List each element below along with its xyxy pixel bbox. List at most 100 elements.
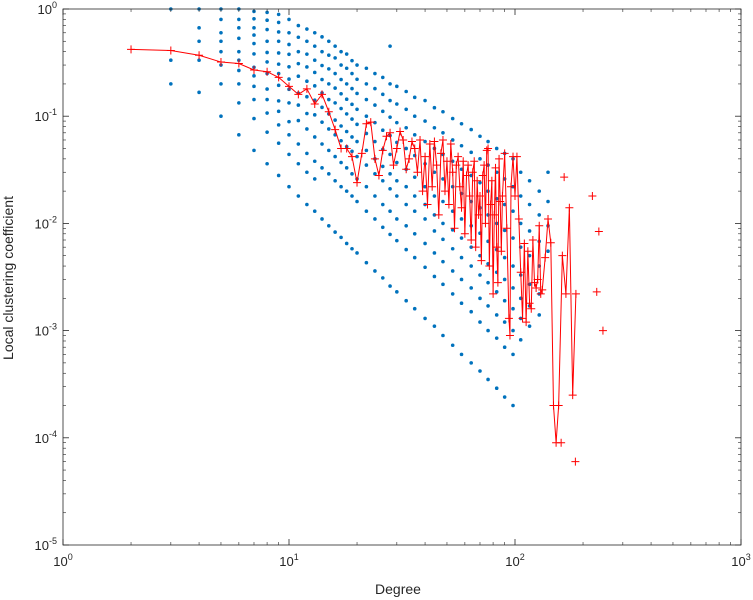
data-point [469,127,474,132]
plus-marker [491,163,500,172]
data-point [502,320,507,324]
data-point [432,274,437,279]
plus-marker [470,157,479,166]
plus-marker [195,51,204,60]
data-point [305,202,309,207]
data-point [469,173,474,178]
data-point [169,58,173,62]
data-point [339,235,343,240]
data-point [333,71,337,76]
plot-area [63,9,741,545]
data-point [252,33,256,37]
data-point [469,286,474,290]
plus-marker [522,318,531,327]
data-point [518,170,523,175]
plus-marker [459,157,468,166]
plus-marker [505,331,514,340]
data-point [350,135,354,139]
data-point [478,369,482,373]
plus-marker [533,275,542,284]
plus-marker [234,59,243,68]
data-point [511,328,515,333]
plus-marker [514,214,523,223]
series-plus [557,173,607,466]
data-point [459,121,464,126]
data-point [450,228,455,232]
data-point [252,52,256,56]
data-point [320,166,324,170]
data-point [333,56,337,60]
data-point [373,269,377,273]
plus-marker [446,140,455,149]
data-point [344,52,349,56]
data-point [265,130,269,134]
data-point [527,229,532,233]
plus-marker [493,278,502,287]
plus-marker [434,210,443,219]
data-point [276,30,281,34]
data-point [527,202,532,207]
data-point [305,27,309,31]
data-point [364,209,369,213]
data-point [373,139,377,144]
data-point [327,172,331,176]
plus-marker [500,149,509,158]
plus-marker [127,45,136,54]
data-point [287,77,291,81]
y-tick-label: 10-5 [35,536,57,553]
data-point [537,313,542,317]
data-point [265,87,269,91]
plus-marker [511,192,519,201]
data-point [276,123,281,127]
data-point [305,94,309,99]
plus-marker [486,200,495,209]
data-point [432,105,437,110]
data-point [388,284,392,288]
x-tick-label: 100 [53,552,72,569]
plus-marker [497,247,506,256]
data-point [450,292,455,296]
plus-marker [560,173,569,182]
data-point [527,253,532,258]
data-point [432,251,437,255]
data-point [486,213,490,217]
plus-marker [528,236,537,245]
data-point [412,231,417,236]
data-point [169,82,173,86]
data-point [546,199,550,204]
plus-marker [536,289,545,298]
data-point [412,114,417,118]
plus-marker [525,299,534,308]
data-point [344,97,349,102]
data-point [373,217,377,221]
data-point [373,86,377,91]
data-point [441,333,445,338]
data-point [395,178,399,183]
data-point [265,18,269,23]
plus-marker [455,182,464,191]
plus-marker [527,304,536,313]
plus-marker [532,283,541,292]
plus-marker [166,46,175,55]
plus-marker [425,140,434,149]
plus-marker [490,210,499,219]
plus-marker [331,125,340,134]
data-point [412,306,417,311]
data-point [404,146,408,151]
data-point [388,172,392,176]
plus-marker [386,128,395,137]
x-tick-label: 101 [279,552,298,569]
data-point [450,269,455,273]
plus-marker [436,149,445,158]
data-point [478,134,482,139]
plus-marker [294,90,303,99]
plus-marker [396,127,405,136]
plus-marker [598,326,607,335]
plus-marker [310,99,319,108]
data-point [486,139,490,144]
data-point [252,116,256,121]
data-point [252,84,256,89]
plus-marker [410,144,419,153]
data-point [344,129,349,134]
data-point [373,172,377,176]
